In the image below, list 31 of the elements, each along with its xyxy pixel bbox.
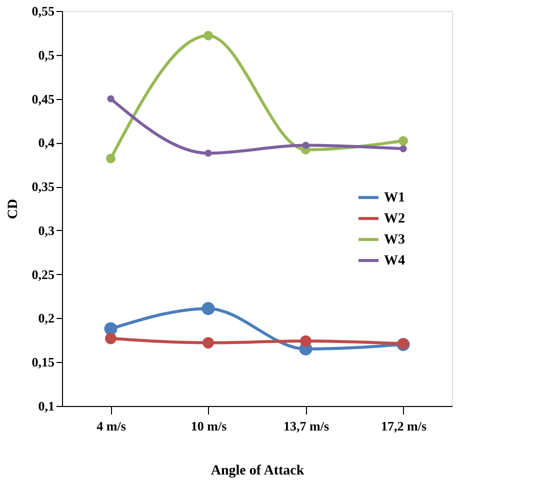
y-tick-label: 0,3 [38,222,55,238]
x-axis-title: Angle of Attack [210,464,304,478]
point [105,332,116,344]
point [204,30,213,40]
y-axis-title: CD [6,198,21,220]
point [202,337,214,348]
legend-label: W4 [384,254,405,268]
point [106,154,116,164]
point [107,95,114,102]
y-tick-label: 0,55 [32,4,55,18]
y-tick-label: 0,2 [38,310,54,326]
y-tick-label: 0,45 [32,91,55,106]
x-tick-label: 10 m/s [190,418,227,434]
point [204,150,212,157]
point [398,136,408,146]
y-tick-label: 0,15 [32,354,55,370]
point [302,142,310,149]
x-tick-label: 4 m/s [96,418,126,434]
legend-label: W2 [384,212,405,226]
point [300,335,312,347]
point [202,302,215,316]
legend-label: W3 [384,232,405,248]
point [400,145,407,152]
legend-label: W1 [384,190,405,206]
y-tick-label: 0,5 [38,47,55,62]
x-tick-label: 17,2 m/s [381,418,426,434]
x-tick-label: 13,7 m/s [284,418,329,434]
y-tick-label: 0,35 [32,179,55,194]
y-tick-label: 0,25 [32,266,55,282]
y-tick-label: 0,4 [38,135,55,150]
y-tick-label: 0,1 [38,398,54,414]
